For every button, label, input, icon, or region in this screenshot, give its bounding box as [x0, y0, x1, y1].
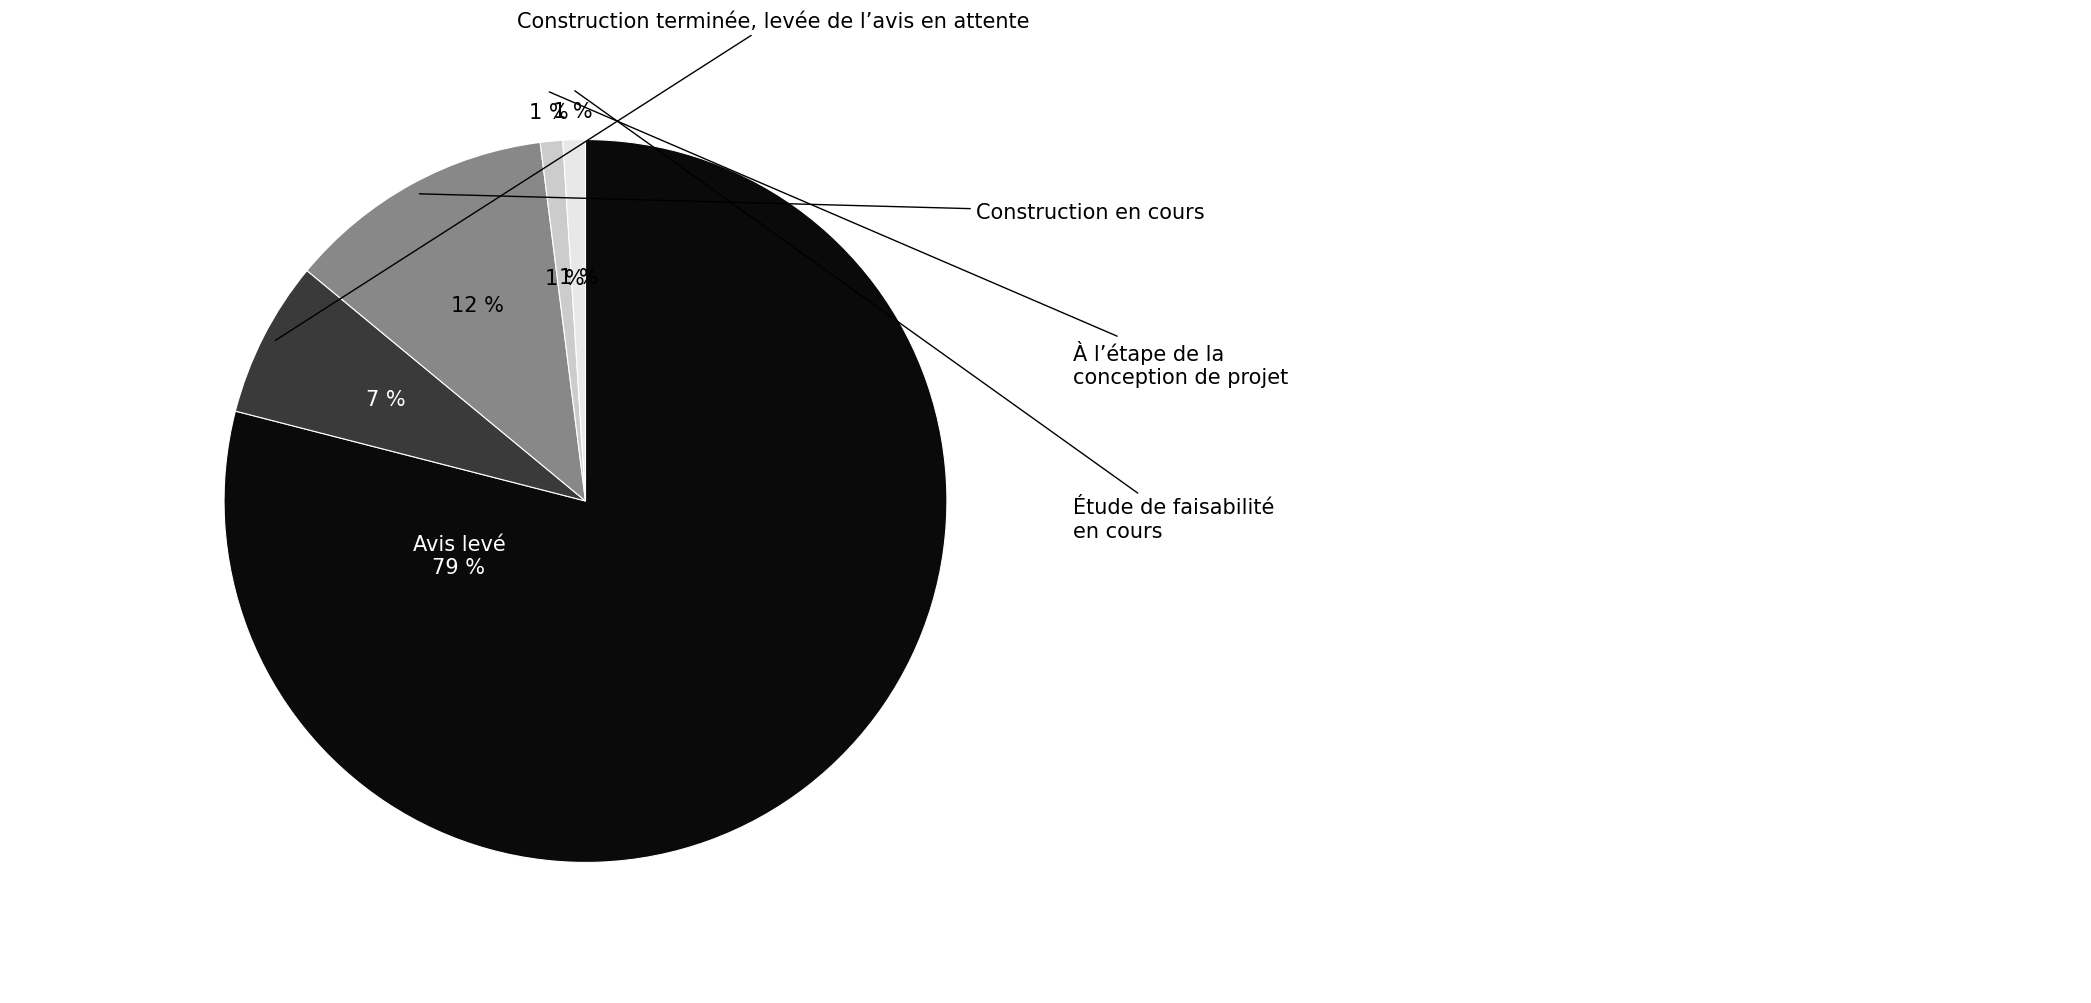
Text: À l’étape de la
conception de projet: À l’étape de la conception de projet — [550, 93, 1288, 388]
Wedge shape — [307, 143, 585, 502]
Text: Avis levé
79 %: Avis levé 79 % — [412, 534, 506, 578]
Text: 1 %: 1 % — [544, 269, 583, 289]
Wedge shape — [562, 140, 585, 502]
Text: 1 %: 1 % — [529, 103, 569, 123]
Text: 1 %: 1 % — [554, 101, 594, 121]
Text: Étude de faisabilité
en cours: Étude de faisabilité en cours — [575, 91, 1276, 542]
Text: 12 %: 12 % — [452, 295, 504, 315]
Text: 7 %: 7 % — [366, 390, 406, 410]
Text: Construction en cours: Construction en cours — [420, 195, 1204, 223]
Wedge shape — [539, 141, 585, 502]
Wedge shape — [224, 140, 947, 863]
Text: Construction terminée, levée de l’avis en attente: Construction terminée, levée de l’avis e… — [276, 12, 1029, 341]
Text: 1 %: 1 % — [558, 268, 598, 288]
Wedge shape — [236, 272, 585, 502]
